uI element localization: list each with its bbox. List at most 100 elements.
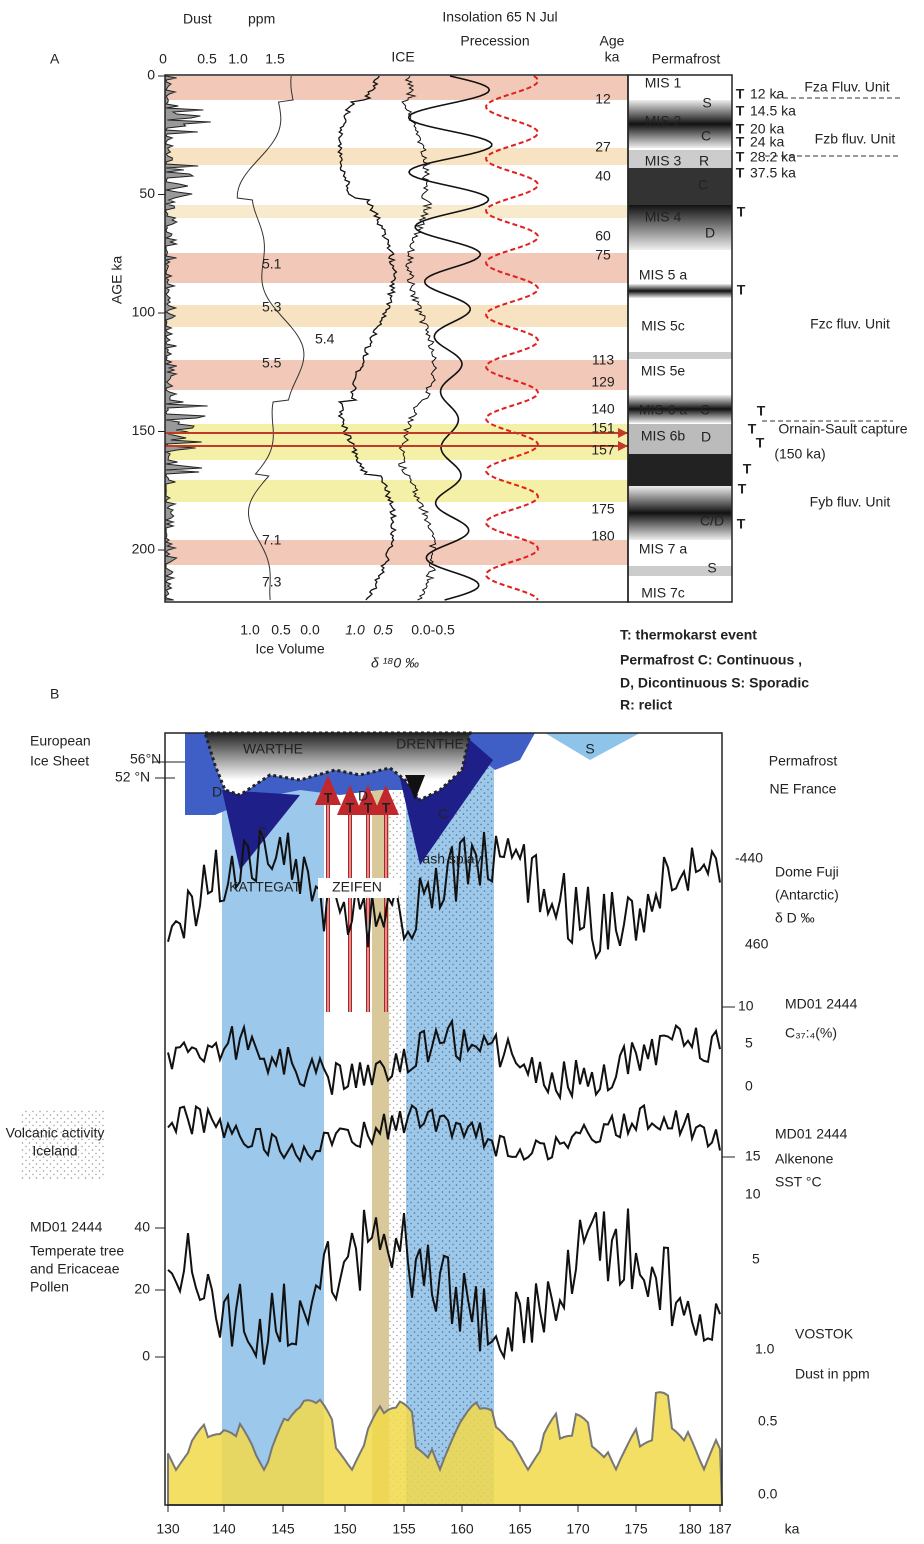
thermokarst-age: 37.5 ka: [750, 165, 796, 181]
age-tick-label: 100: [132, 304, 156, 320]
mis-label: MIS 6b: [641, 428, 686, 444]
frame: [164, 732, 723, 1506]
dust-tick-label: 0: [159, 51, 167, 67]
y-tick-label: 0.5: [758, 1413, 778, 1429]
side-ticks: [152, 761, 735, 1358]
panel-label: B: [50, 686, 59, 702]
permafrost-zone: D: [212, 784, 222, 800]
x-unit: ka: [785, 1521, 800, 1537]
ice-volume-tick: 0.0: [300, 622, 320, 638]
arrow-head: [618, 428, 628, 438]
thermokarst-marker: T: [757, 403, 766, 419]
permafrost-letter: S: [707, 560, 716, 576]
sst-curve: [167, 1103, 721, 1164]
y-tick-label: 5: [752, 1251, 760, 1267]
substage-label: 5.3: [262, 299, 282, 315]
mis-label: MIS 7 a: [639, 541, 687, 557]
age-header: ka: [605, 49, 620, 65]
arrow-head: [618, 441, 628, 451]
legend-entry: D, Dicontinuous S: Sporadic: [620, 675, 809, 691]
frame: [627, 74, 733, 603]
x-tick-label: 145: [271, 1521, 295, 1537]
age-mark: 113: [592, 352, 615, 368]
age-mark: 129: [591, 374, 615, 390]
ice-volume-label: Ice Volume: [255, 641, 324, 657]
y-tick-label: 460: [745, 936, 769, 952]
age-mark: 140: [591, 401, 615, 417]
thermokarst-marker: T: [737, 516, 746, 532]
ice-sheet-label: European: [30, 733, 91, 749]
x-tick-label: 140: [212, 1521, 236, 1537]
d18o-label: δ ¹⁸0 ‰: [371, 655, 419, 671]
precession-curve: [485, 75, 539, 601]
age-mark: 27: [595, 139, 611, 155]
thermokarst-marker: T: [364, 800, 373, 816]
precession-title: Precession: [460, 33, 529, 49]
thermokarst-age: 24 ka: [750, 134, 784, 150]
stage-label: WARTHE: [243, 741, 303, 757]
proxy-curves: [164, 75, 539, 601]
insolation-title: Insolation 65 N Jul: [442, 9, 557, 25]
x-tick-label: 175: [624, 1521, 648, 1537]
dust-tick-label: 0.5: [197, 51, 217, 67]
ice-volume-curve: [236, 75, 305, 601]
permafrost-title: Permafrost: [652, 51, 721, 67]
permafrost-title: NE France: [770, 781, 837, 797]
thermokarst-age: 12 ka: [750, 86, 784, 102]
d18o-tick: 0.5: [373, 622, 393, 638]
event-label: KATTEGAT: [229, 879, 301, 895]
arrow-head: [337, 785, 363, 815]
label-box: [318, 878, 398, 898]
age-tick-label: 0: [147, 67, 155, 83]
permafrost-title: Permafrost: [769, 753, 838, 769]
ice-volume-tick: 1.0: [240, 622, 260, 638]
thermokarst-marker: T: [736, 103, 745, 119]
c37-curve: [167, 1018, 721, 1101]
series-label: δ D ‰: [775, 910, 815, 926]
substage-label: 5.5: [262, 355, 282, 371]
series-label: MD01 2444: [775, 1126, 848, 1142]
permafrost-letter: S: [702, 95, 711, 111]
thermokarst-marker: T: [736, 121, 745, 137]
ice-volume-tick: 0.5: [271, 622, 291, 638]
mis-label: MIS 7c: [641, 585, 685, 601]
ice-label: ICE: [391, 49, 414, 65]
latitude: 56°N: [130, 751, 161, 767]
x-tick-label: 170: [566, 1521, 590, 1537]
permafrost-letter: D: [705, 225, 715, 241]
mis-label: MIS 5c: [641, 318, 685, 334]
mis-label: MIS 3: [645, 153, 682, 169]
series-label: MD01 2444: [30, 1219, 103, 1235]
mis-label: MIS 5 a: [639, 267, 687, 283]
y-tick-label: 20: [134, 1281, 150, 1297]
series-label: Alkenone: [775, 1151, 834, 1167]
permafrost-column: [628, 100, 732, 576]
substage-label: 5.4: [315, 331, 335, 347]
ppm-label: ppm: [248, 11, 275, 27]
substage-label: 7.3: [262, 574, 282, 590]
series-label: SST °C: [775, 1174, 822, 1190]
legend-entry: R: relict: [620, 697, 672, 713]
latitude: 52 °N: [115, 769, 150, 785]
fluvial-unit: Fza Fluv. Unit: [804, 79, 889, 95]
y-tick-label: 0: [142, 1348, 150, 1364]
age-tick-label: 200: [132, 541, 156, 557]
age-mark: 157: [591, 442, 615, 458]
y-tick-label: 0: [745, 1078, 753, 1094]
axis-title: AGE ka: [109, 256, 125, 304]
thermokarst-age: 20 ka: [750, 121, 784, 137]
legend-entry: Permafrost C: Continuous ,: [620, 652, 802, 668]
series-label: MD01 2444: [785, 996, 858, 1012]
thermokarst-age: 28.2 ka: [750, 149, 796, 165]
event-label: ZEIFEN: [332, 879, 382, 895]
y-tick-label: 40: [134, 1219, 150, 1235]
permafrost-zone: C: [438, 806, 448, 822]
thermokarst-marker: T: [736, 149, 745, 165]
series-label: VOSTOK: [795, 1326, 854, 1342]
series-label: (Antarctic): [775, 887, 839, 903]
arrow-head: [355, 785, 381, 815]
mis-label: MIS 1: [645, 75, 682, 91]
x-tick-label: 165: [508, 1521, 532, 1537]
permafrost-letter: R: [699, 153, 709, 169]
thermokarst-marker: T: [324, 790, 333, 806]
